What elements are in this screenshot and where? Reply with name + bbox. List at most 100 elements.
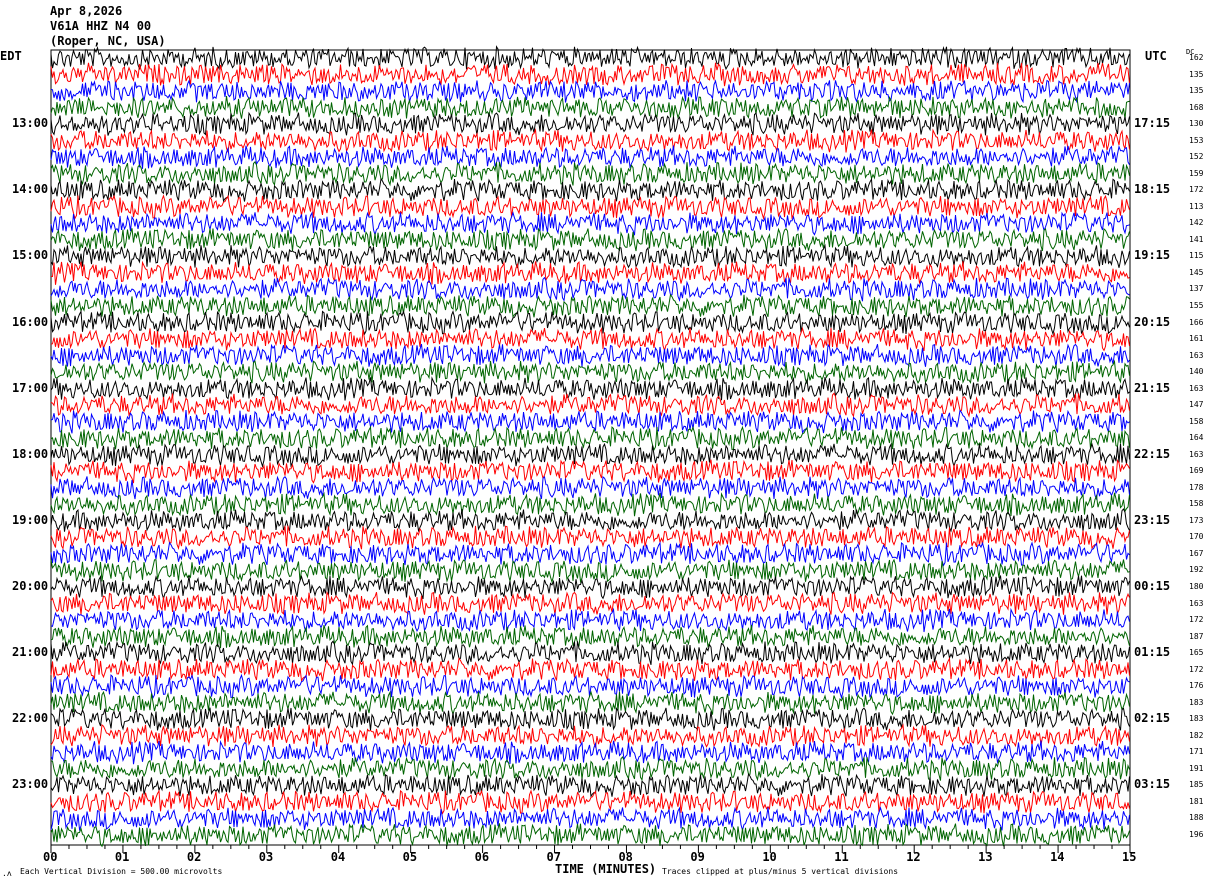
edt-hour-label: 18:00 xyxy=(12,446,49,461)
edt-hour-label: 14:00 xyxy=(12,182,49,197)
dc-offset-label: 183 xyxy=(1189,697,1204,707)
dc-offset-label: 115 xyxy=(1189,251,1204,261)
seismic-trace xyxy=(50,211,1130,237)
seismic-trace xyxy=(50,326,1130,353)
dc-offset-label: 185 xyxy=(1189,780,1204,790)
utc-hour-label: 03:15 xyxy=(1134,777,1171,792)
seismic-trace xyxy=(50,525,1130,551)
seismic-trace xyxy=(50,194,1130,221)
seismic-trace xyxy=(50,45,1130,71)
dc-offset-label: 169 xyxy=(1189,466,1204,476)
seismic-trace xyxy=(50,62,1130,87)
x-tick-label: 03 xyxy=(258,850,274,864)
dc-offset-label: 178 xyxy=(1189,482,1204,492)
seismic-trace xyxy=(50,161,1130,187)
x-axis-label: TIME (MINUTES) xyxy=(555,862,657,876)
dc-offset-label: 141 xyxy=(1189,234,1204,244)
seismic-trace xyxy=(50,591,1130,616)
dc-offset-label: 163 xyxy=(1189,383,1204,393)
utc-hour-label: 23:15 xyxy=(1134,512,1171,527)
seismic-trace xyxy=(50,111,1130,136)
utc-hour-label: 18:15 xyxy=(1134,182,1171,197)
seismic-trace xyxy=(50,607,1130,633)
dc-offset-label: 137 xyxy=(1189,284,1204,294)
edt-hour-label: 17:00 xyxy=(12,380,49,395)
dc-offset-label: 163 xyxy=(1189,598,1204,608)
scale-note: Each Vertical Division = 500.00 microvol… xyxy=(20,867,223,876)
seismic-trace xyxy=(50,673,1130,700)
seismic-trace xyxy=(50,343,1130,368)
seismic-trace xyxy=(51,756,1130,782)
dc-offset-label: 135 xyxy=(1189,86,1204,96)
dc-offset-label: 166 xyxy=(1189,317,1204,327)
seismic-trace xyxy=(50,392,1130,418)
dc-offset-label: 192 xyxy=(1189,565,1204,575)
utc-hour-label: 01:15 xyxy=(1134,645,1171,660)
seismic-trace xyxy=(51,260,1130,285)
dc-offset-label: 145 xyxy=(1189,267,1204,277)
dc-offset-label: 162 xyxy=(1189,53,1204,62)
x-tick-label: 11 xyxy=(834,850,849,864)
seismic-trace xyxy=(50,409,1130,434)
utc-hour-label: 17:15 xyxy=(1134,116,1171,131)
date-label: Apr 8,2026 xyxy=(50,4,123,18)
dc-offset-label: 196 xyxy=(1189,830,1204,839)
dc-title: DC xyxy=(1186,48,1195,56)
dc-offset-label: 163 xyxy=(1189,350,1204,360)
edt-axis-title: EDT xyxy=(0,49,22,63)
dc-offset-label: 173 xyxy=(1189,515,1204,525)
seismic-trace xyxy=(50,227,1130,252)
seismic-trace xyxy=(50,574,1130,601)
dc-offset-label: 130 xyxy=(1189,119,1204,129)
dc-offset-label: 153 xyxy=(1189,135,1204,145)
seismic-trace xyxy=(50,376,1130,401)
edt-hour-label: 19:00 xyxy=(12,512,49,527)
x-tick-label: 06 xyxy=(474,850,490,864)
x-tick-label: 10 xyxy=(762,850,777,864)
dc-offset-label: 187 xyxy=(1189,631,1204,641)
seismic-trace xyxy=(50,806,1130,832)
seismic-trace xyxy=(50,772,1130,798)
seismic-trace xyxy=(50,541,1130,567)
dc-offset-label: 172 xyxy=(1189,185,1204,195)
clip-note: Traces clipped at plus/minus 5 vertical … xyxy=(662,867,899,876)
dc-offset-label: 159 xyxy=(1189,168,1204,178)
dc-offset-label: 158 xyxy=(1189,499,1204,509)
x-tick-label: 12 xyxy=(906,850,921,864)
x-tick-label: 05 xyxy=(402,850,418,864)
dc-offset-label: 155 xyxy=(1189,300,1204,310)
seismic-trace xyxy=(50,475,1130,500)
utc-hour-label: 00:15 xyxy=(1134,579,1171,594)
x-tick-label: 09 xyxy=(690,850,705,864)
dc-offset-label: 147 xyxy=(1189,400,1204,410)
dc-offset-label: 180 xyxy=(1189,582,1204,592)
seismic-trace xyxy=(50,293,1130,319)
seismic-trace xyxy=(50,425,1130,452)
utc-axis-title: UTC xyxy=(1145,49,1167,63)
utc-hour-label: 22:15 xyxy=(1134,446,1171,461)
seismic-trace xyxy=(50,822,1130,848)
location-label: (Roper, NC, USA) xyxy=(50,34,166,48)
x-tick-label: 07 xyxy=(546,850,561,864)
dc-offset-label: 161 xyxy=(1189,334,1204,344)
seismic-trace xyxy=(50,789,1130,815)
dc-offset-label: 172 xyxy=(1189,615,1204,625)
dc-offset-label: 168 xyxy=(1189,102,1204,112)
x-tick-label: 04 xyxy=(330,850,346,864)
seismic-trace xyxy=(50,690,1130,717)
seismic-trace xyxy=(50,442,1130,469)
dc-offset-label: 176 xyxy=(1189,681,1204,691)
dc-offset-label: 170 xyxy=(1189,532,1204,542)
dc-offset-label: 164 xyxy=(1189,433,1204,443)
dc-offset-label: 183 xyxy=(1189,714,1204,724)
dc-offset-label: 191 xyxy=(1189,763,1204,773)
logo-mark: .ʌ xyxy=(2,869,12,878)
seismic-trace xyxy=(50,707,1130,731)
seismic-trace xyxy=(50,723,1130,748)
x-tick-label: 02 xyxy=(186,850,202,864)
seismic-trace xyxy=(50,144,1130,169)
edt-hour-label: 16:00 xyxy=(12,314,49,329)
seismic-trace xyxy=(50,491,1130,517)
x-tick-label: 14 xyxy=(1050,850,1065,864)
